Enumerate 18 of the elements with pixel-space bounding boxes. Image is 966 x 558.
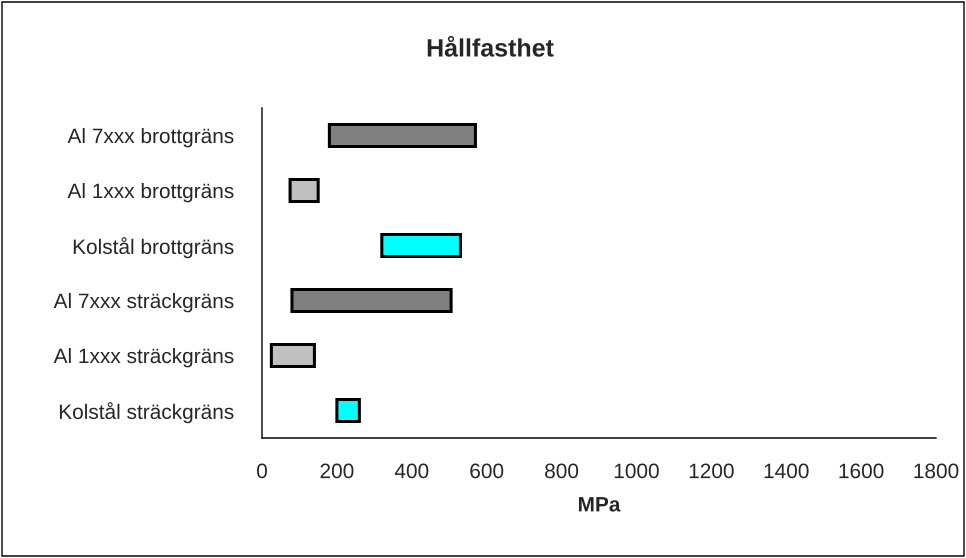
x-tick-label: 1200 <box>690 464 734 478</box>
x-tick-label: 1400 <box>764 464 809 478</box>
y-tick-label: Kolstål brottgräns <box>74 237 234 258</box>
x-tick-label: 0 <box>257 464 267 478</box>
y-tick-label: Al 1xxx sträckgräns <box>54 348 234 368</box>
x-tick-label: 600 <box>470 464 504 478</box>
x-axis-title: MPa <box>578 497 621 512</box>
x-tick-label: 1800 <box>914 464 958 478</box>
y-tick-label: Al 7xxx sträckgräns <box>54 292 234 312</box>
chart-title: Hållfasthet <box>428 36 554 57</box>
y-tick-label: Al 1xxx brottgräns <box>68 182 234 202</box>
x-tick-label: 200 <box>320 464 354 478</box>
x-tick-label: 1600 <box>840 464 884 478</box>
x-tick-label: 1000 <box>614 464 659 478</box>
x-tick-label: 800 <box>545 464 578 478</box>
x-tick-label: 400 <box>394 464 428 478</box>
y-tick-label: Al 7xxx brottgräns <box>68 128 234 148</box>
y-tick-label: Kolstål sträckgräns <box>60 402 234 424</box>
